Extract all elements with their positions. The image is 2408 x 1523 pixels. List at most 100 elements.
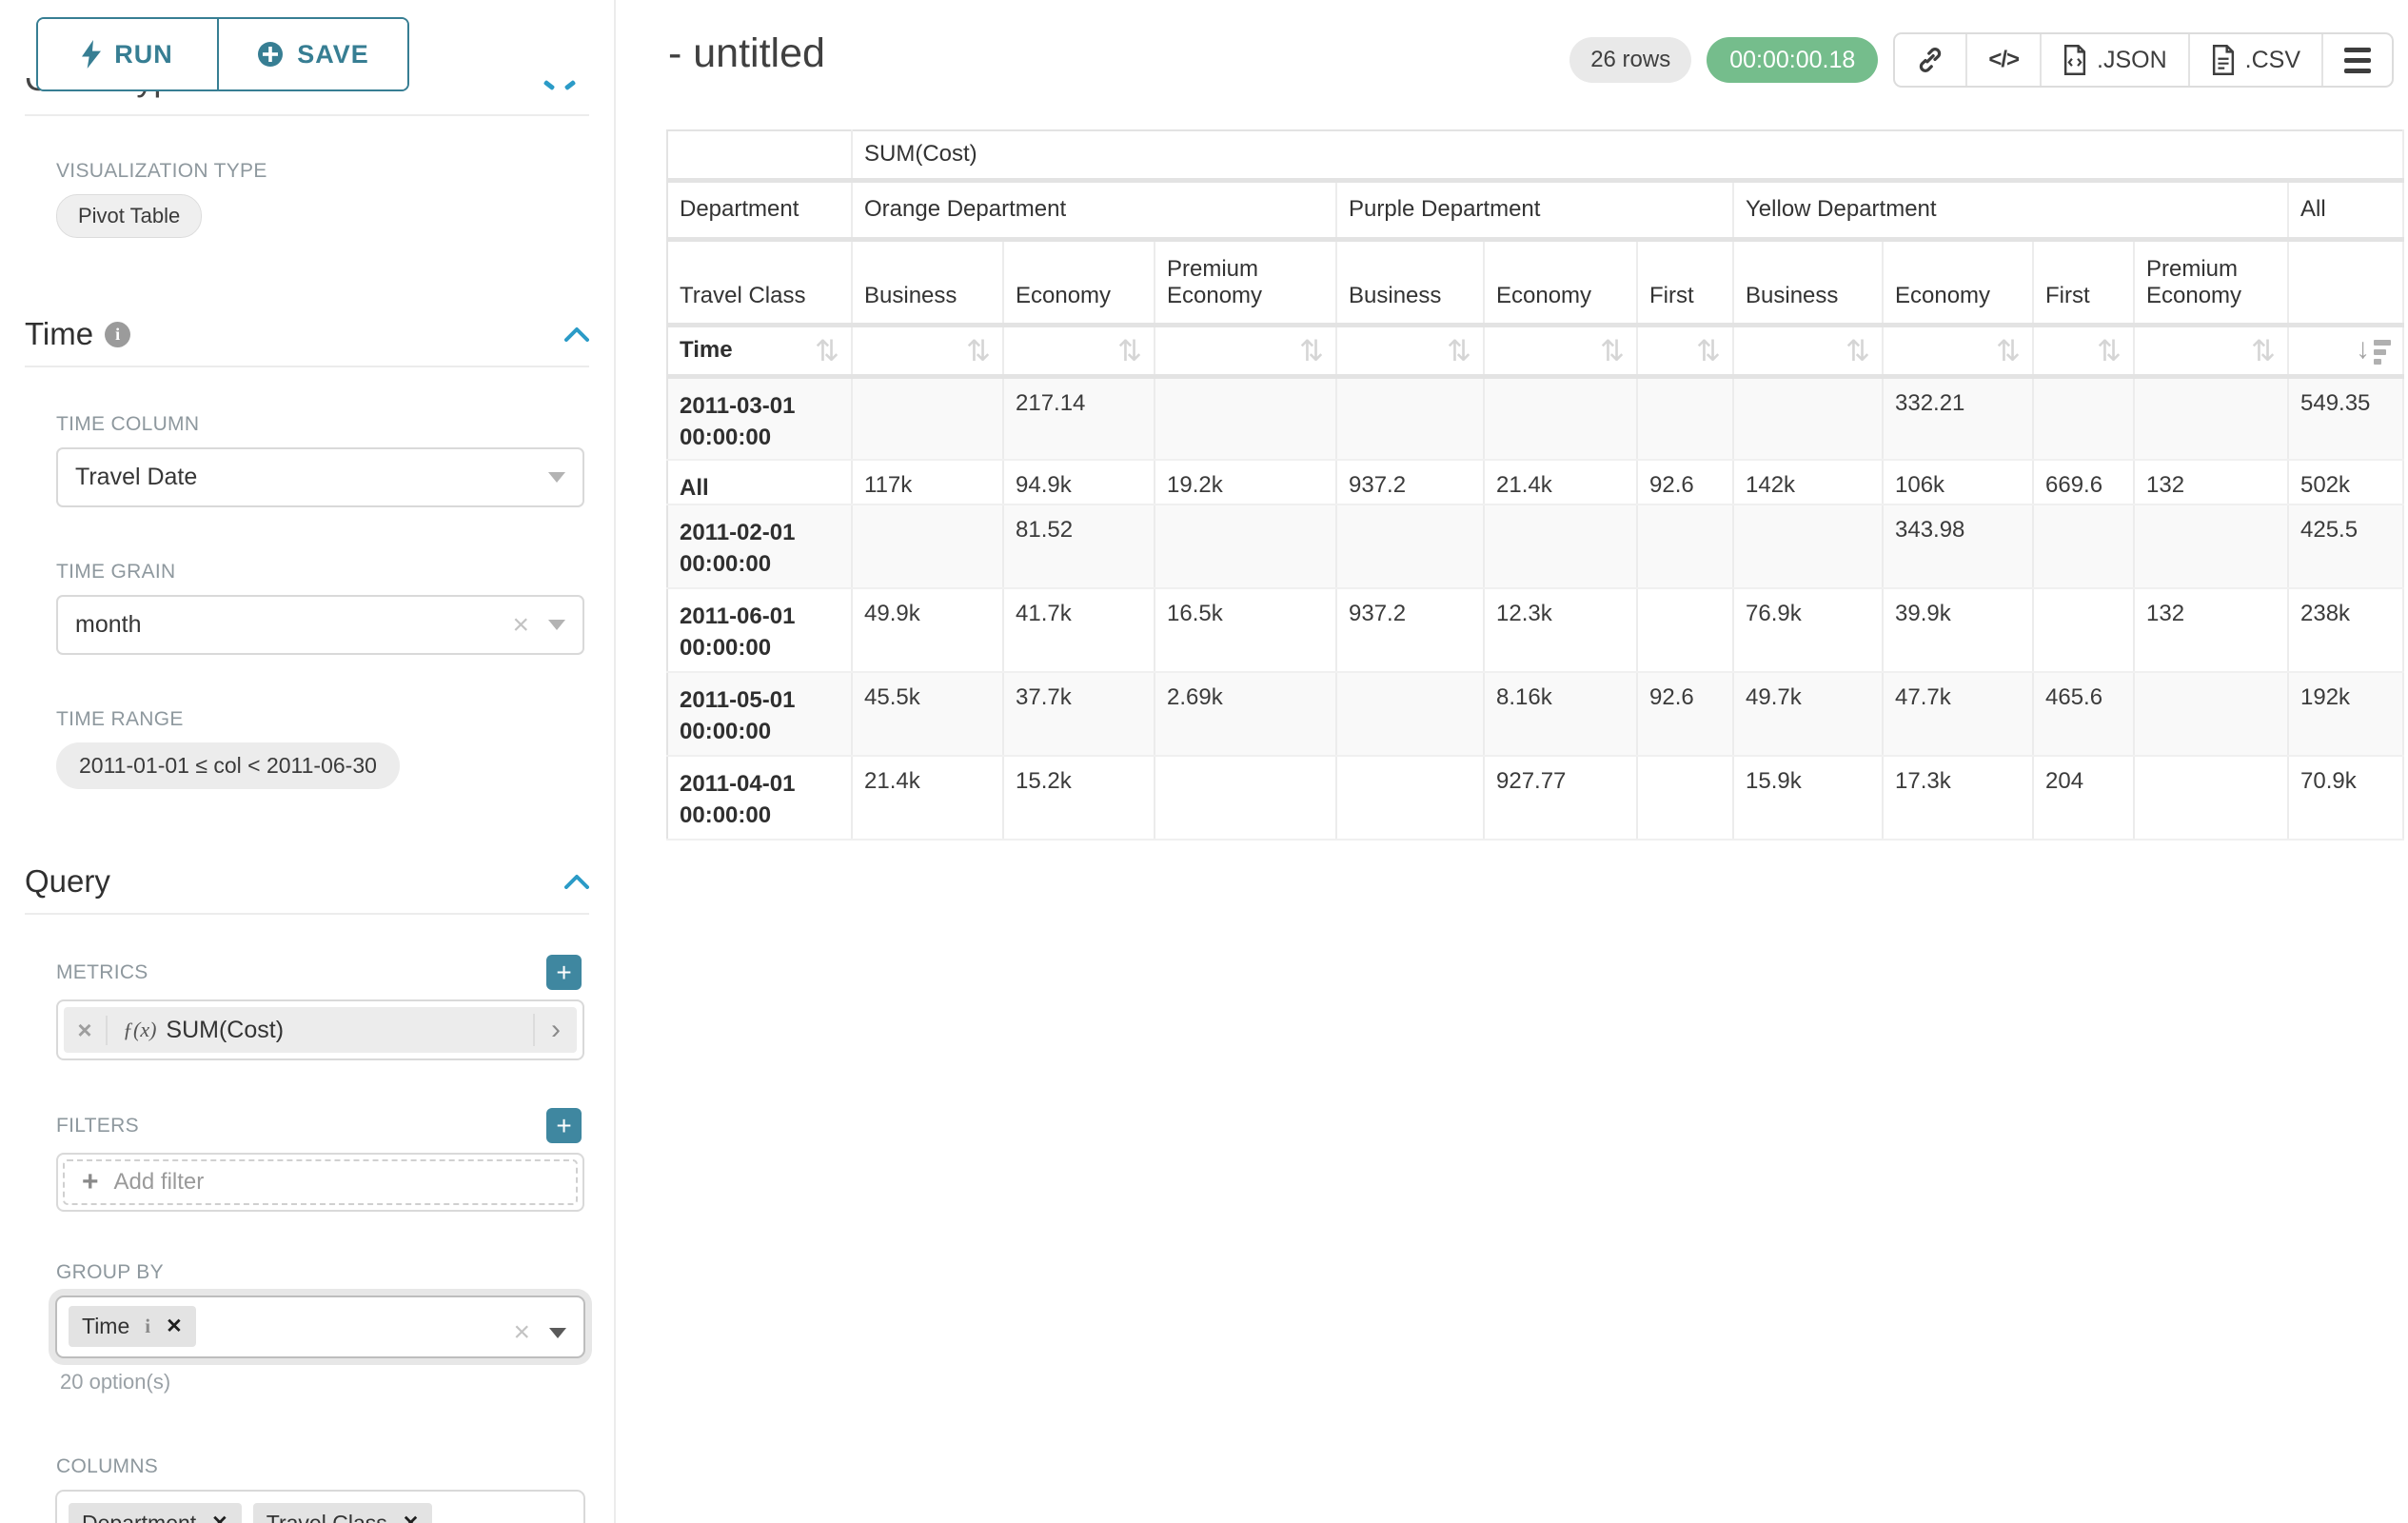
sort-cell[interactable]: ⇅ [1637,325,1734,379]
time-grain-select[interactable]: month × [56,595,584,655]
group-by-label: GROUP BY [56,1261,164,1283]
pivot-value-cell: 132 [2134,588,2289,674]
sort-cell[interactable]: ⇅ [1336,325,1485,379]
sort-icon[interactable]: ⇅ [1696,333,1721,367]
time-column-label: TIME COLUMN [56,413,200,435]
chevron-up-icon[interactable] [564,326,589,342]
pivot-value-cell [852,504,1004,590]
run-button[interactable]: RUN [38,19,219,89]
sort-icon[interactable]: ⇅ [1600,333,1625,367]
sort-icon[interactable]: ⇅ [1447,333,1471,367]
viz-type-label: VISUALIZATION TYPE [56,160,267,182]
expand-metric-icon[interactable]: › [533,1014,577,1046]
remove-tag-icon[interactable]: ✕ [166,1315,183,1337]
filters-control: + Add filter [56,1153,584,1212]
remove-metric-icon[interactable]: × [64,1015,108,1045]
pivot-value-cell [1484,504,1638,590]
add-filter-dropzone[interactable]: + Add filter [63,1159,578,1205]
sort-icon[interactable]: ⇅ [815,333,839,367]
remove-tag-icon[interactable]: ✕ [211,1512,228,1523]
sort-icon[interactable]: ⇅ [1299,333,1324,367]
sort-cell[interactable]: ⇅ [1484,325,1638,379]
add-filter-button[interactable]: + [546,1108,582,1143]
save-button[interactable]: SAVE [219,19,407,89]
pivot-value-cell: 204 [2033,756,2135,841]
sort-cell[interactable]: ⇅ [1733,325,1884,379]
pivot-value-cell [1155,756,1337,841]
pivot-value-cell: 19.2k [1155,460,1337,506]
pivot-value-cell [1733,504,1884,590]
sort-cell[interactable]: ⇅ [1155,325,1337,379]
caret-down-icon [548,620,565,630]
sort-cell[interactable]: ⇅ [2033,325,2135,379]
selected-value-tag[interactable]: Travel Class ✕ [252,1503,433,1523]
metric-pill[interactable]: × ƒ(x) SUM(Cost) › [64,1007,577,1053]
sort-cell[interactable]: ⇅ [2134,325,2289,379]
sort-cell-time[interactable]: Time ⇅ [667,325,853,379]
pivot-value-cell: 15.9k [1733,756,1884,841]
pivot-value-cell: 49.9k [852,588,1004,674]
clear-icon[interactable]: × [513,1316,530,1348]
row-dim-travel-class-cell: Travel Class [667,239,853,327]
viz-type-pill[interactable]: Pivot Table [56,194,203,238]
lightning-icon [82,40,102,69]
row-header-cell: 2011-04-01 00:00:00 [667,756,853,841]
metric-header-cell: SUM(Cost) [852,130,2404,183]
pivot-value-cell: 332.21 [1883,376,2034,461]
pivot-value-cell [2134,756,2289,841]
pivot-value-cell: 45.5k [852,672,1004,758]
row-header-cell: 2011-05-01 00:00:00 [667,672,853,758]
group-by-select[interactable]: Time i ✕ × [55,1296,585,1358]
view-query-button[interactable]: </> [1965,34,2040,86]
control-panel: RUN SAVE Chart Type VISUALIZATION TYPE P… [0,0,616,1523]
pivot-value-cell [2134,672,2289,758]
sort-icon[interactable]: ⇅ [966,333,991,367]
tag-label: Travel Class [266,1511,387,1523]
add-metric-button[interactable]: + [546,955,582,990]
sort-icon[interactable]: ⇅ [1996,333,2021,367]
chevron-up-icon[interactable] [564,874,589,889]
pivot-value-cell [2033,504,2135,590]
sort-cell[interactable]: ⇅ [1003,325,1155,379]
column-header: First [2033,239,2135,327]
chart-title[interactable]: - untitled [668,30,825,76]
pivot-value-cell: 549.35 [2288,376,2404,461]
selected-value-tag[interactable]: Time i ✕ [69,1306,196,1347]
menu-icon [2344,47,2371,73]
export-csv-button[interactable]: .CSV [2187,34,2321,86]
pivot-value-cell: 92.6 [1637,672,1734,758]
sort-descending-icon[interactable]: ↓ [2356,335,2391,365]
time-column-select[interactable]: Travel Date [56,447,584,507]
tag-label: Department [82,1511,197,1523]
sort-icon[interactable]: ⇅ [1845,333,1870,367]
sort-icon[interactable]: ⇅ [2251,333,2276,367]
columns-label: COLUMNS [56,1455,159,1477]
remove-tag-icon[interactable]: ✕ [403,1512,420,1523]
sort-cell[interactable]: ↓ [2288,325,2404,379]
sort-icon[interactable]: ⇅ [1117,333,1142,367]
export-json-label: .JSON [2097,46,2167,73]
pivot-value-cell [1155,504,1337,590]
pivot-value-cell: 92.6 [1637,460,1734,506]
selected-value-tag[interactable]: Department ✕ [69,1503,242,1523]
row-count-badge: 26 rows [1569,37,1692,83]
export-csv-label: .CSV [2244,46,2300,73]
clear-icon[interactable]: × [512,608,529,641]
more-options-button[interactable] [2321,34,2392,86]
time-range-pill[interactable]: 2011-01-01 ≤ col < 2011-06-30 [56,742,400,789]
sort-cell[interactable]: ⇅ [852,325,1004,379]
column-group-header: Orange Department [852,180,1337,242]
sort-cell[interactable]: ⇅ [1883,325,2034,379]
pivot-value-cell: 425.5 [2288,504,2404,590]
chevron-up-icon[interactable] [543,79,577,91]
export-json-button[interactable]: .JSON [2040,34,2188,86]
column-group-header: Yellow Department [1733,180,2289,242]
query-section-header: Query [25,863,589,900]
pivot-value-cell: 15.2k [1003,756,1155,841]
pivot-value-cell: 502k [2288,460,2404,506]
share-link-button[interactable] [1895,34,1965,86]
pivot-value-cell: 8.16k [1484,672,1638,758]
sort-icon[interactable]: ⇅ [2097,333,2122,367]
columns-select[interactable]: Department✕Travel Class✕ × [55,1490,585,1523]
pivot-value-cell [2134,504,2289,590]
